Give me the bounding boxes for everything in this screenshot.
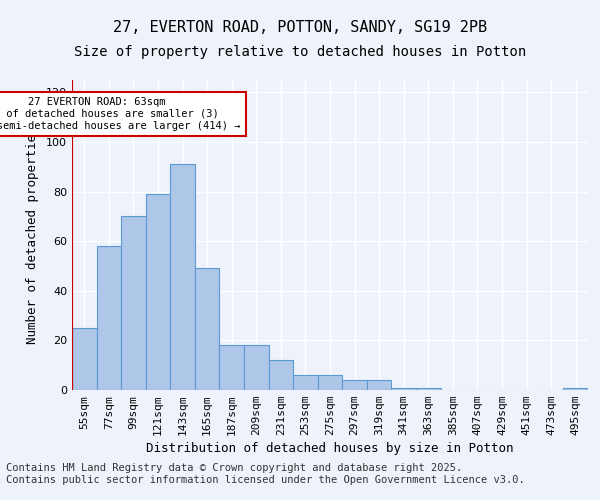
Bar — [269, 360, 293, 390]
Bar — [195, 268, 220, 390]
Bar — [121, 216, 146, 390]
Bar — [244, 346, 269, 390]
Bar — [293, 375, 318, 390]
Text: Contains HM Land Registry data © Crown copyright and database right 2025.
Contai: Contains HM Land Registry data © Crown c… — [6, 464, 525, 485]
Bar — [146, 194, 170, 390]
Bar — [97, 246, 121, 390]
Text: 27, EVERTON ROAD, POTTON, SANDY, SG19 2PB: 27, EVERTON ROAD, POTTON, SANDY, SG19 2P… — [113, 20, 487, 35]
Text: 27 EVERTON ROAD: 63sqm
← 1% of detached houses are smaller (3)
99% of semi-detac: 27 EVERTON ROAD: 63sqm ← 1% of detached … — [0, 98, 241, 130]
Bar — [170, 164, 195, 390]
Bar — [391, 388, 416, 390]
Bar — [342, 380, 367, 390]
Y-axis label: Number of detached properties: Number of detached properties — [26, 126, 39, 344]
Text: Size of property relative to detached houses in Potton: Size of property relative to detached ho… — [74, 45, 526, 59]
Bar — [563, 388, 588, 390]
Bar — [416, 388, 440, 390]
X-axis label: Distribution of detached houses by size in Potton: Distribution of detached houses by size … — [146, 442, 514, 456]
Bar — [367, 380, 391, 390]
Bar — [72, 328, 97, 390]
Bar — [220, 346, 244, 390]
Bar — [318, 375, 342, 390]
